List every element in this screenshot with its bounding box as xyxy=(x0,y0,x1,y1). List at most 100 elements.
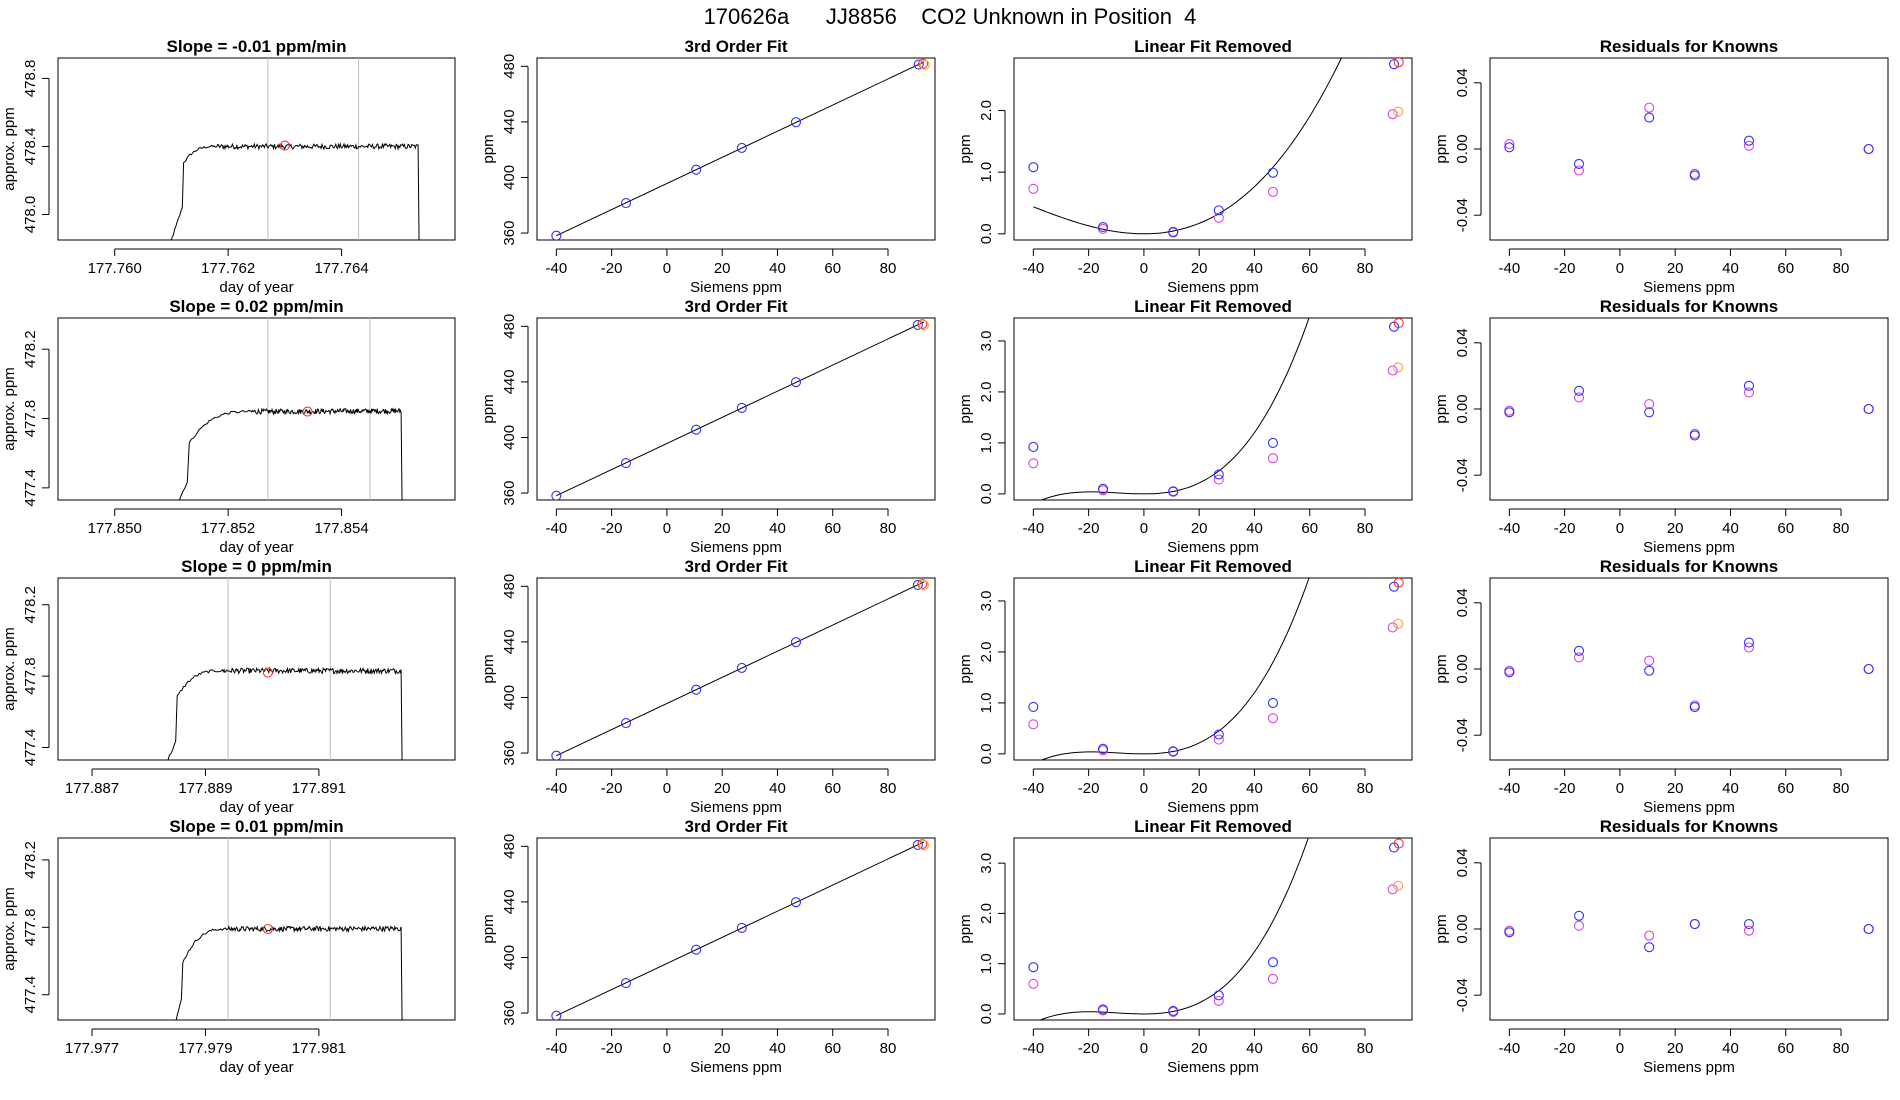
x-tick-label: -40 xyxy=(1023,520,1045,537)
y-tick-label: 3.0 xyxy=(978,853,995,874)
x-tick-label: 20 xyxy=(714,260,731,277)
x-axis-label: Siemens ppm xyxy=(1643,799,1735,816)
x-axis-label: Siemens ppm xyxy=(690,1059,782,1076)
fit-line xyxy=(556,321,925,497)
magenta-point xyxy=(1387,884,1398,895)
x-tick-label: -20 xyxy=(1554,520,1576,537)
magenta-residual xyxy=(1743,140,1755,151)
x-tick-label: 20 xyxy=(1667,260,1684,277)
blue-residual xyxy=(1644,942,1655,953)
magenta-residual xyxy=(1573,920,1585,931)
panel-title: 3rd Order Fit xyxy=(685,37,788,56)
known-point xyxy=(691,944,702,955)
blue-residual xyxy=(1644,665,1655,676)
magenta-point xyxy=(1213,995,1224,1006)
plot-frame xyxy=(536,837,936,1021)
panel-title: Residuals for Knowns xyxy=(1600,37,1779,56)
y-tick-label: 477.4 xyxy=(22,976,39,1014)
x-tick-label: 80 xyxy=(1357,1040,1374,1057)
blue-residual xyxy=(1743,135,1755,146)
concentration-trace xyxy=(178,407,403,500)
y-axis-label: ppm xyxy=(957,134,974,163)
panel-1-1: Slope = -0.01 ppm/min 177.760 177.762 177.7… xyxy=(1,37,456,296)
x-axis-label: Siemens ppm xyxy=(690,539,782,556)
y-tick-label: 0.00 xyxy=(1454,394,1471,423)
y-axis-label: ppm xyxy=(957,394,974,423)
blue-residual xyxy=(1743,918,1755,930)
y-tick-label: 477.4 xyxy=(22,469,39,507)
blue-residual xyxy=(1863,663,1874,675)
plot-frame xyxy=(1489,837,1889,1021)
x-tick-label: 0 xyxy=(1616,520,1624,537)
blue-point xyxy=(1267,437,1279,448)
magenta-residual xyxy=(1504,138,1515,150)
blue-residual xyxy=(1863,143,1874,155)
panel-title: Residuals for Knowns xyxy=(1600,557,1779,576)
x-axis-label: day of year xyxy=(219,799,293,816)
blue-point xyxy=(1028,701,1039,713)
magenta-point xyxy=(1028,719,1039,730)
magenta-residual xyxy=(1644,102,1655,113)
x-tick-label: 60 xyxy=(1777,520,1794,537)
x-tick-label: -40 xyxy=(1023,780,1045,797)
x-tick-label: 60 xyxy=(824,780,841,797)
unknown-marker xyxy=(262,667,273,678)
known-point xyxy=(620,977,632,989)
x-tick-label: 0 xyxy=(663,780,671,797)
y-tick-label: 480 xyxy=(501,574,518,599)
y-tick-label: 477.4 xyxy=(22,729,39,767)
x-axis-label: day of year xyxy=(219,1059,293,1076)
unknown-point xyxy=(913,59,924,70)
y-tick-label: 0.0 xyxy=(978,1004,995,1025)
y-tick-label: 1.0 xyxy=(978,162,995,183)
x-tick-label: 40 xyxy=(769,780,786,797)
unknown-point xyxy=(912,579,923,590)
known-point xyxy=(790,377,802,388)
panel-1-4: Residuals for Knowns -40 -20 0 20 40 60 80 Sieme… xyxy=(1433,37,1889,296)
blue-point xyxy=(1213,990,1224,1001)
x-tick-label: 80 xyxy=(880,520,897,537)
y-tick-label: 0.04 xyxy=(1454,848,1471,877)
x-axis-label: Siemens ppm xyxy=(1643,279,1735,296)
y-tick-label: 477.8 xyxy=(22,400,39,438)
y-axis-label: ppm xyxy=(1433,654,1450,683)
x-tick-label: 177.850 xyxy=(88,520,142,537)
blue-point xyxy=(1028,441,1039,453)
x-tick-label: 20 xyxy=(1667,520,1684,537)
known-point xyxy=(736,662,747,673)
plot-area xyxy=(175,838,403,1020)
y-tick-label: 477.8 xyxy=(22,909,39,947)
panel-title: 3rd Order Fit xyxy=(685,817,788,836)
x-tick-label: 80 xyxy=(880,1040,897,1057)
blue-residual xyxy=(1743,380,1755,391)
y-tick-label: 480 xyxy=(501,314,518,339)
y-axis-label: ppm xyxy=(480,654,497,683)
y-axis-label: approx. ppm xyxy=(1,627,18,710)
y-tick-label: 440 xyxy=(501,109,518,134)
x-tick-label: 20 xyxy=(1667,780,1684,797)
x-tick-label: 40 xyxy=(1246,520,1263,537)
plot-area xyxy=(551,319,929,500)
x-tick-label: -40 xyxy=(1499,520,1521,537)
panel-title: Slope = 0.01 ppm/min xyxy=(169,817,343,836)
y-tick-label: -0.04 xyxy=(1454,458,1471,492)
blue-residual xyxy=(1504,667,1515,678)
panel-title: Linear Fit Removed xyxy=(1134,817,1292,836)
blue-point xyxy=(1097,1004,1109,1015)
y-tick-label: 400 xyxy=(501,945,518,970)
y-axis-label: ppm xyxy=(1433,134,1450,163)
y-axis-label: approx. ppm xyxy=(1,107,18,190)
y-tick-label: 2.0 xyxy=(978,100,995,121)
y-axis-label: ppm xyxy=(1433,914,1450,943)
x-tick-label: 40 xyxy=(1722,520,1739,537)
fit-curve xyxy=(1040,578,1310,760)
panel-title: Linear Fit Removed xyxy=(1134,37,1292,56)
panel-2-2: 3rd Order Fit -40 -20 0 20 40 60 80 Siemens ppm 3… xyxy=(480,297,936,556)
x-tick-label: -20 xyxy=(1078,520,1100,537)
concentration-trace xyxy=(175,924,403,1020)
x-tick-label: 60 xyxy=(824,260,841,277)
blue-point xyxy=(1388,59,1400,70)
unknown-point-red xyxy=(917,839,928,850)
panel-3-3: Linear Fit Removed -40 -20 0 20 40 60 80 Siemens… xyxy=(957,557,1413,816)
